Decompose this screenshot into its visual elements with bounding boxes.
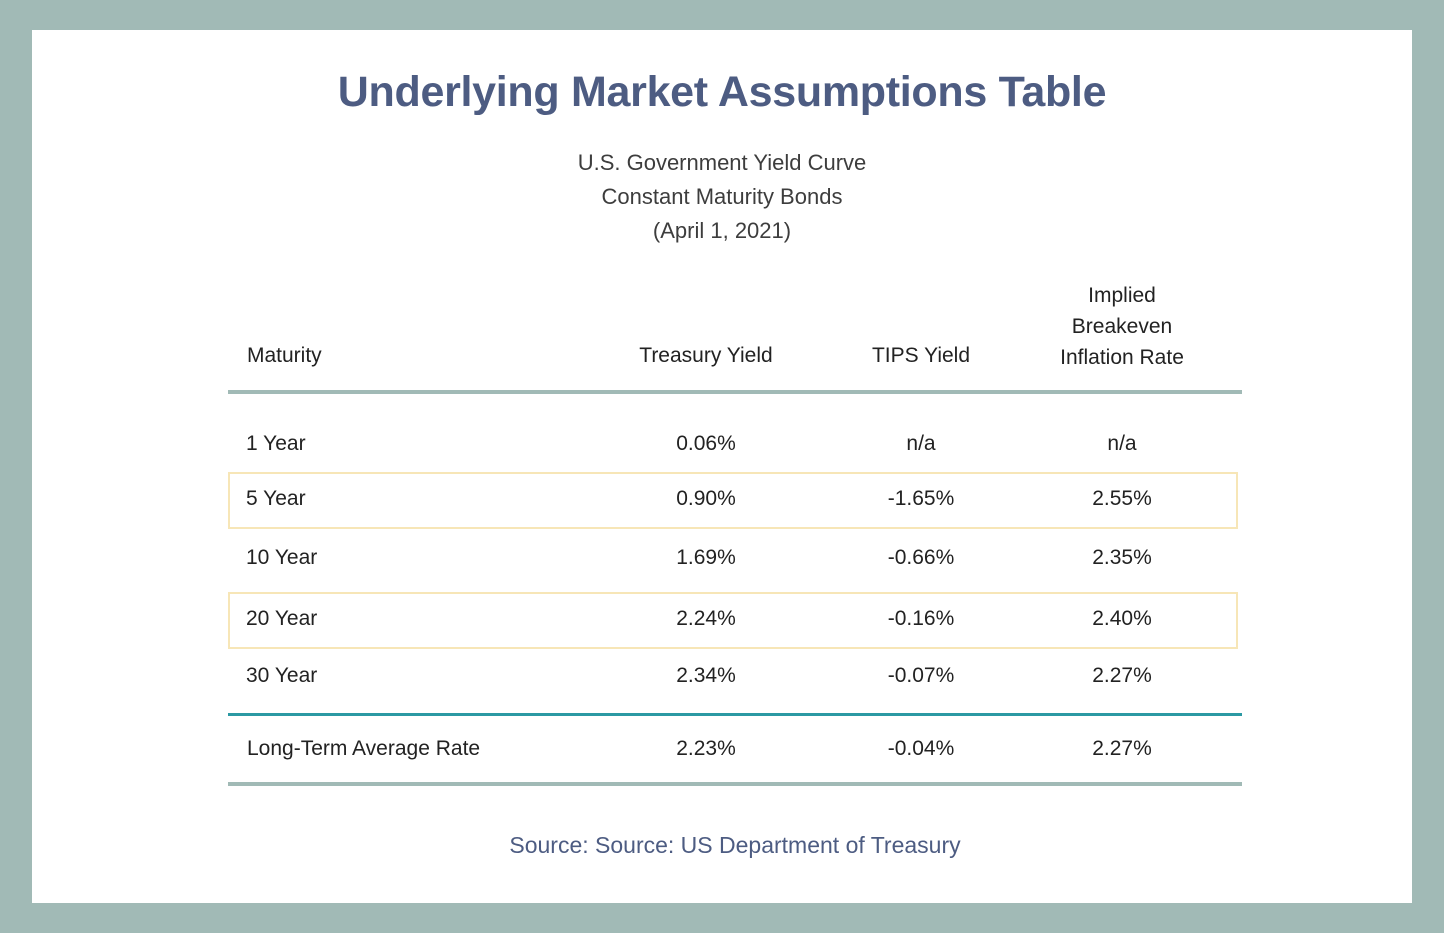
header-implied-breakeven: Implied Breakeven Inflation Rate: [1002, 280, 1242, 373]
cell-maturity-10-year: 10 Year: [246, 546, 318, 569]
cell-treasury-20-year: 2.24%: [676, 607, 736, 630]
cell-breakeven-1-year: n/a: [1107, 432, 1137, 455]
cell-tips-10-year: -0.66%: [887, 546, 955, 569]
header-tips-yield: TIPS Yield: [871, 344, 971, 367]
cell-tips-5-year: -1.65%: [887, 487, 955, 510]
cell-treasury-5-year: 0.90%: [676, 487, 736, 510]
table-title: Underlying Market Assumptions Table: [337, 68, 1107, 116]
header-divider: [228, 390, 1242, 394]
table-bottom-rule: [228, 782, 1242, 786]
header-maturity: Maturity: [247, 344, 322, 367]
cell-breakeven-20-year: 2.40%: [1092, 607, 1152, 630]
cell-treasury-30-year: 2.34%: [676, 664, 736, 687]
white-card: [32, 30, 1412, 903]
cell-maturity-30-year: 30 Year: [246, 664, 318, 687]
cell-breakeven-30-year: 2.27%: [1092, 664, 1152, 687]
cell-treasury-10-year: 1.69%: [676, 546, 736, 569]
highlight-row-20-year: [228, 592, 1238, 649]
source-note: Source: Source: US Department of Treasur…: [509, 832, 961, 858]
subtitle-line-3: (April 1, 2021): [652, 218, 792, 243]
cell-breakeven-long-term-average: 2.27%: [1092, 737, 1152, 760]
cell-maturity-5-year: 5 Year: [246, 487, 306, 510]
cell-maturity-1-year: 1 Year: [246, 432, 306, 455]
cell-treasury-1-year: 0.06%: [676, 432, 736, 455]
cell-tips-long-term-average: -0.04%: [887, 737, 955, 760]
cell-tips-20-year: -0.16%: [887, 607, 955, 630]
header-treasury-yield: Treasury Yield: [639, 344, 773, 367]
subtitle-line-2: Constant Maturity Bonds: [601, 184, 843, 209]
cell-tips-1-year: n/a: [906, 432, 936, 455]
cell-treasury-long-term-average: 2.23%: [676, 737, 736, 760]
header-implied-line-2: Breakeven: [1071, 315, 1173, 338]
summary-divider: [228, 713, 1242, 716]
subtitle-line-1: U.S. Government Yield Curve: [577, 150, 867, 175]
cell-breakeven-5-year: 2.55%: [1092, 487, 1152, 510]
highlight-row-5-year: [228, 472, 1238, 529]
cell-breakeven-10-year: 2.35%: [1092, 546, 1152, 569]
cell-maturity-20-year: 20 Year: [246, 607, 318, 630]
header-implied-line-3: Inflation Rate: [1060, 346, 1184, 369]
cell-tips-30-year: -0.07%: [887, 664, 955, 687]
header-implied-line-1: Implied: [1088, 284, 1156, 307]
cell-maturity-long-term-average: Long-Term Average Rate: [247, 737, 481, 760]
